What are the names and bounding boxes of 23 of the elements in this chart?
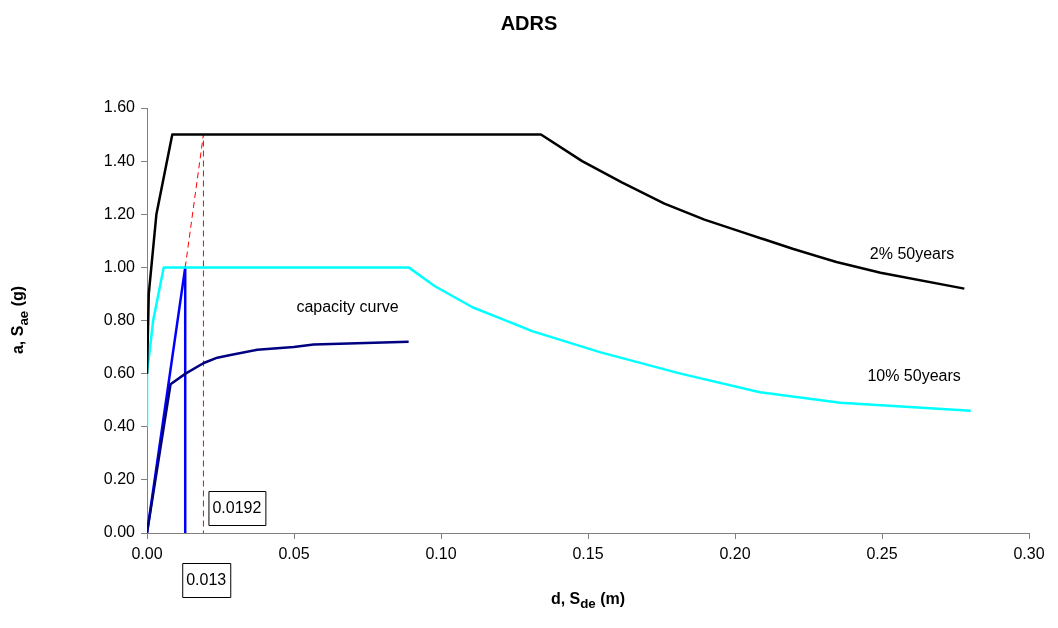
x-tick-label: 0.15 xyxy=(572,545,604,563)
chart-title: ADRS xyxy=(499,12,559,35)
x-tick-label: 0.25 xyxy=(866,545,898,563)
series-label: 2% 50years xyxy=(869,244,955,262)
y-tick-label: 0.20 xyxy=(103,470,136,488)
x-axis-title: d, S$_{de}$ (m) xyxy=(549,590,627,612)
series-label: capacity curve xyxy=(296,297,399,315)
y-tick-label: 0.40 xyxy=(103,417,136,435)
x-tick-label: 0.30 xyxy=(1013,545,1045,563)
annotation: 0.013 xyxy=(186,571,227,589)
y-tick-label: 1.00 xyxy=(103,257,136,275)
annotation: 0.0192 xyxy=(212,499,262,517)
y-tick-label: 1.20 xyxy=(103,204,136,222)
x-tick-label: 0.05 xyxy=(278,545,310,563)
y-tick-label: 1.40 xyxy=(103,151,136,169)
x-tick-label: 0.00 xyxy=(131,545,163,563)
series-label: 10% 50years xyxy=(867,366,961,384)
x-tick-label: 0.10 xyxy=(425,545,457,563)
x-tick-label: 0.20 xyxy=(719,545,751,563)
y-tick-label: 1.60 xyxy=(103,98,136,116)
y-tick-label: 0.80 xyxy=(103,310,136,328)
y-tick-label: 0.60 xyxy=(103,364,136,382)
y-tick-label: 0.00 xyxy=(103,523,136,541)
